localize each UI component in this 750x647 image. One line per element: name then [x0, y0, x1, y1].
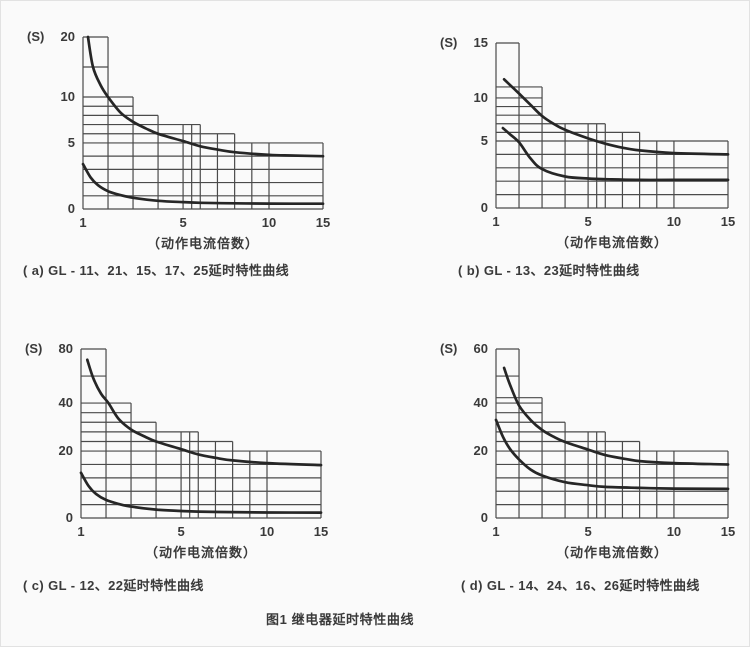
chart-a-lower-curve [81, 162, 325, 206]
chart-a-grid [82, 36, 324, 210]
chart-d-xtick-1: 1 [492, 524, 500, 539]
chart-b-lower-curve [501, 126, 730, 182]
chart-b-grid [495, 42, 729, 209]
chart-c-lower-curve [79, 471, 323, 514]
chart-d-x-axis-title: （动作电流倍数） [555, 545, 668, 560]
chart-b-ytick-5: 5 [480, 133, 488, 148]
chart-b-y-unit: (S) [440, 35, 458, 50]
chart-b-xtick-15: 15 [720, 214, 736, 229]
chart-a-upper-curve [86, 35, 325, 158]
caption-chart-d: ( d) GL - 14、24、16、26延时特性曲线 [461, 578, 700, 593]
caption-chart-c: ( c) GL - 12、22延时特性曲线 [23, 578, 204, 593]
chart-a-ytick-5: 5 [67, 134, 75, 150]
chart-c-plot [79, 348, 323, 519]
chart-a-xtick-10: 10 [261, 215, 277, 230]
chart-b-xtick-5: 5 [584, 214, 592, 229]
chart-c-xtick-15: 15 [313, 524, 329, 539]
caption-chart-b: ( b) GL - 13、23延时特性曲线 [458, 263, 640, 278]
chart-a-xtick-1: 1 [79, 215, 87, 230]
chart-b-xtick-1: 1 [492, 214, 500, 229]
chart-b-x-axis-title: （动作电流倍数） [555, 235, 668, 250]
chart-d-lower-curve [494, 418, 730, 491]
chart-d-plot [494, 348, 730, 519]
chart-c-grid [80, 348, 322, 519]
chart-a-x-axis-title: （动作电流倍数） [146, 236, 259, 251]
chart-b-ytick-0: 0 [480, 200, 488, 215]
chart-d-ytick-0: 0 [480, 510, 488, 525]
chart-a-plot [81, 35, 325, 210]
chart-b-plot [495, 42, 730, 209]
chart-b-ytick-10: 10 [473, 89, 488, 105]
chart-a-ytick-20: 20 [60, 29, 75, 44]
chart-c-xtick-1: 1 [77, 524, 85, 539]
chart-c-xtick-10: 10 [259, 524, 275, 539]
chart-d-y-unit: (S) [440, 341, 458, 356]
chart-b-xtick-10: 10 [666, 214, 682, 229]
chart-c-x-axis-title: （动作电流倍数） [144, 545, 257, 560]
chart-c-y-unit: (S) [25, 341, 43, 356]
chart-d-ytick-60: 60 [473, 341, 488, 356]
chart-d-xtick-15: 15 [720, 524, 736, 539]
chart-c-ytick-80: 80 [58, 341, 73, 356]
chart-a-xtick-5: 5 [179, 215, 187, 230]
chart-d-xtick-10: 10 [666, 524, 682, 539]
chart-a-xtick-15: 15 [315, 215, 331, 230]
chart-a-y-unit: (S) [27, 29, 45, 44]
chart-c-upper-curve [85, 358, 323, 467]
chart-b-upper-curve [502, 77, 730, 156]
chart-d-ytick-20: 20 [473, 443, 488, 459]
caption-chart-a: ( a) GL - 11、21、15、17、25延时特性曲线 [23, 263, 290, 278]
chart-a-ytick-10: 10 [60, 89, 75, 105]
chart-d-grid [495, 348, 729, 519]
chart-c-xtick-5: 5 [177, 524, 185, 539]
chart-d-upper-curve [502, 366, 730, 466]
chart-a-ytick-0: 0 [67, 201, 75, 216]
chart-c-ytick-0: 0 [65, 510, 73, 525]
chart-c-ytick-40: 40 [58, 395, 73, 411]
chart-b-ytick-15: 15 [473, 35, 488, 50]
chart-c-ytick-20: 20 [58, 443, 73, 459]
figure-caption: 图1 继电器延时特性曲线 [266, 612, 415, 627]
chart-d-ytick-40: 40 [473, 395, 488, 411]
chart-d-xtick-5: 5 [584, 524, 592, 539]
